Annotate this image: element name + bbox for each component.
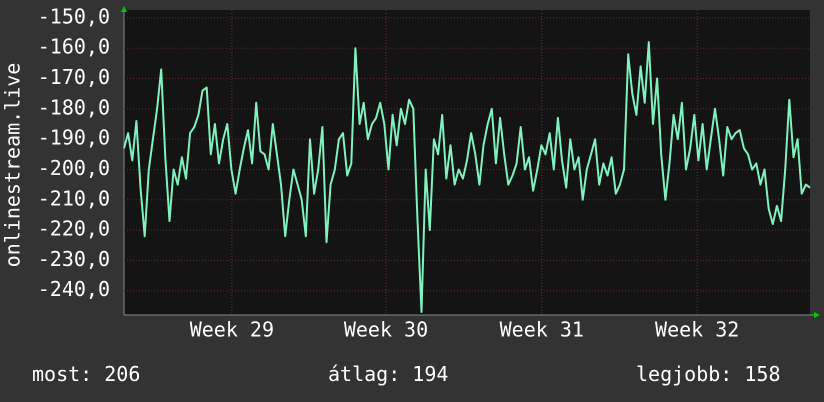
stat-value: 158 [744, 362, 780, 386]
stat: most: 206 [32, 362, 140, 386]
y-tick-label: -200,0 [38, 156, 110, 180]
y-tick-label: -150,0 [38, 4, 110, 28]
y-tick-label: -210,0 [38, 186, 110, 210]
y-tick-label: -180,0 [38, 95, 110, 119]
axis-arrow [814, 312, 820, 318]
y-tick-label: -170,0 [38, 65, 110, 89]
stat-label: most: [32, 362, 92, 386]
y-tick-label: -190,0 [38, 126, 110, 150]
stat-label: átlag: [328, 362, 400, 386]
y-axis-label: onlinestream.live [1, 63, 25, 268]
x-tick-label: Week 30 [344, 318, 428, 342]
y-tick-label: -160,0 [38, 35, 110, 59]
stat: legjobb: 158 [636, 362, 781, 386]
stat-value: 206 [104, 362, 140, 386]
stat: átlag: 194 [328, 362, 448, 386]
series-line [123, 41, 811, 313]
stat-label: legjobb: [636, 362, 732, 386]
axis-arrow [121, 6, 127, 12]
y-tick-label: -220,0 [38, 217, 110, 241]
y-tick-label: -230,0 [38, 247, 110, 271]
y-tick-label: -240,0 [38, 277, 110, 301]
x-tick-label: Week 32 [655, 318, 739, 342]
x-tick-label: Week 31 [500, 318, 584, 342]
x-tick-label: Week 29 [190, 318, 274, 342]
stat-value: 194 [412, 362, 448, 386]
